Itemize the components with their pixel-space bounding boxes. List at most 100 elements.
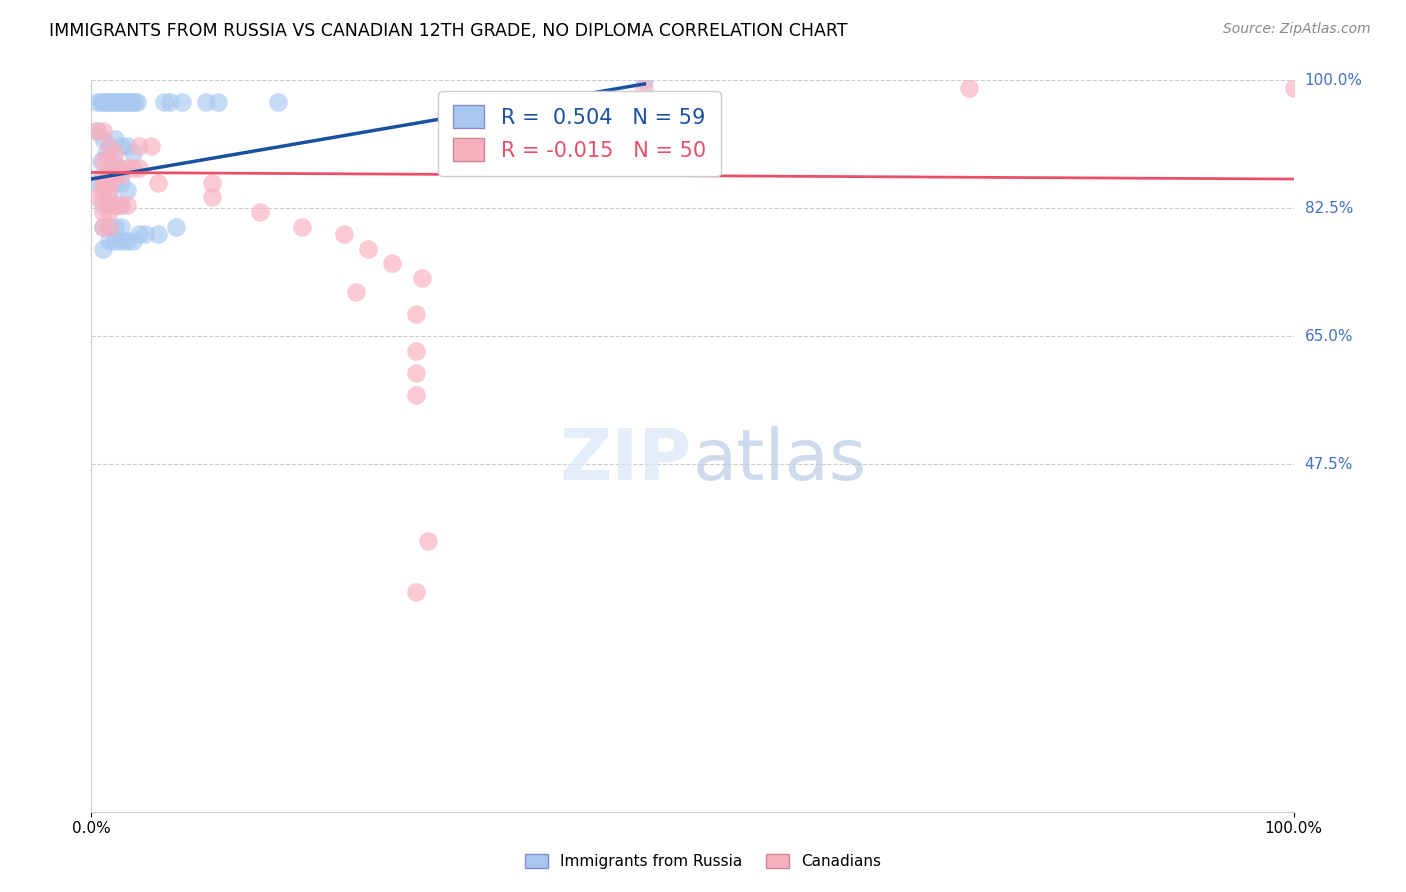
Point [291,219,314,234]
Point [93,219,115,234]
Point [98,190,121,204]
Point [267,95,290,110]
Point [110,95,132,110]
Point [93,132,115,146]
Point [98,176,121,190]
Point [249,205,271,219]
Point [104,219,127,234]
Point [201,176,224,190]
Point [110,197,132,211]
Point [104,95,127,110]
Text: Source: ZipAtlas.com: Source: ZipAtlas.com [1223,22,1371,37]
Point [110,139,132,153]
Text: atlas: atlas [692,426,868,495]
Point [128,139,150,153]
Point [381,256,404,270]
Point [405,585,427,599]
Text: 100.0%: 100.0% [1305,73,1362,87]
Point [104,197,127,211]
Point [93,219,115,234]
Point [117,234,139,248]
Point [128,161,150,175]
Point [94,146,117,161]
Point [98,139,121,153]
Point [93,197,115,211]
Point [357,242,380,256]
Point [93,169,115,183]
Point [633,80,655,95]
Point [86,190,108,204]
Point [93,95,115,110]
Point [98,139,121,153]
Text: 47.5%: 47.5% [1305,457,1353,472]
Point [333,227,356,241]
Point [104,146,127,161]
Point [93,205,115,219]
Point [194,95,217,110]
Point [98,197,121,211]
Point [128,227,150,241]
Point [86,176,108,190]
Point [101,95,124,110]
Point [98,183,121,197]
Text: IMMIGRANTS FROM RUSSIA VS CANADIAN 12TH GRADE, NO DIPLOMA CORRELATION CHART: IMMIGRANTS FROM RUSSIA VS CANADIAN 12TH … [49,22,848,40]
Point [111,95,134,110]
Legend: Immigrants from Russia, Canadians: Immigrants from Russia, Canadians [519,848,887,875]
Point [110,169,132,183]
Point [93,190,115,204]
Point [134,227,156,241]
Point [405,307,427,321]
Point [405,366,427,380]
Point [93,183,115,197]
Point [405,343,427,358]
Point [117,197,139,211]
Point [110,234,132,248]
Point [146,176,169,190]
Point [165,219,187,234]
Text: 65.0%: 65.0% [1305,329,1353,343]
Point [100,95,122,110]
Point [93,124,115,138]
Point [416,534,439,549]
Point [104,176,127,190]
Point [110,219,132,234]
Point [207,95,229,110]
Point [201,190,224,204]
Point [411,270,433,285]
Point [101,153,124,168]
Point [98,234,121,248]
Point [90,153,112,168]
Point [104,169,127,183]
Point [121,95,143,110]
Point [122,146,145,161]
Point [146,227,169,241]
Point [97,95,120,110]
Point [633,73,655,87]
Point [957,80,980,95]
Point [94,95,117,110]
Point [125,95,148,110]
Point [98,219,121,234]
Text: 82.5%: 82.5% [1305,201,1353,216]
Point [170,95,193,110]
Point [110,197,132,211]
Point [107,161,129,175]
Point [98,153,121,168]
Point [107,95,129,110]
Point [86,124,108,138]
Point [117,95,139,110]
Point [344,285,367,300]
Point [159,95,181,110]
Point [1282,80,1305,95]
Point [98,169,121,183]
Point [117,183,139,197]
Point [90,95,112,110]
Point [93,153,115,168]
Point [93,242,115,256]
Point [122,234,145,248]
Point [93,176,115,190]
Point [114,95,136,110]
Point [104,197,127,211]
Point [110,176,132,190]
Point [117,139,139,153]
